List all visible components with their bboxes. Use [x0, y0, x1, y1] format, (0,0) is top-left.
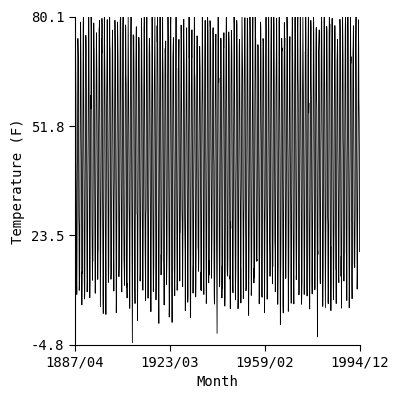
- X-axis label: Month: Month: [196, 375, 238, 389]
- Y-axis label: Temperature (F): Temperature (F): [11, 118, 25, 244]
